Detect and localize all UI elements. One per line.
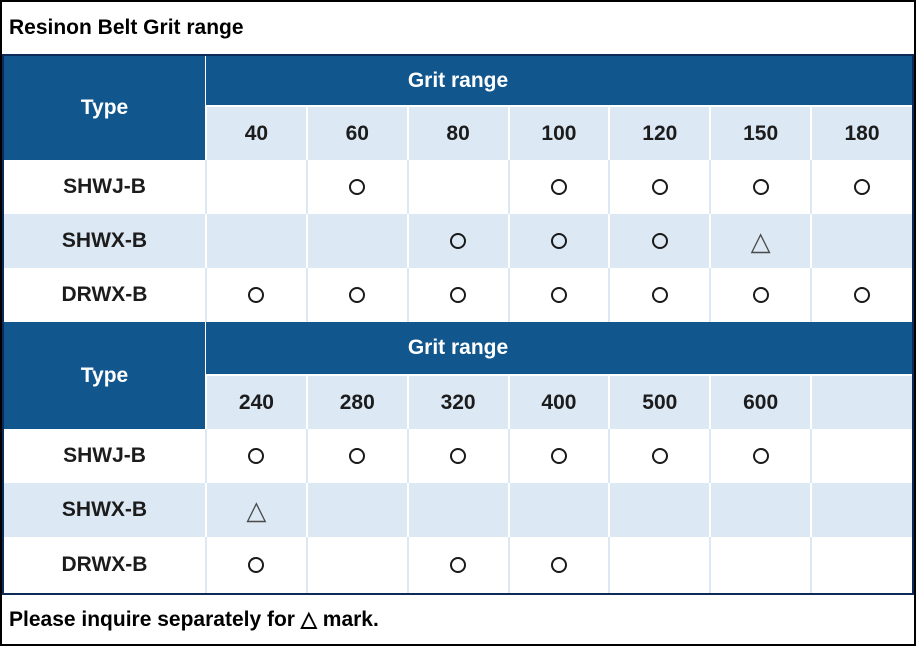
mark-cell: ○ [305,160,408,214]
mark-cell: △ [709,214,812,268]
table-row: SHWX-B △ [4,483,912,537]
footer-note: Please inquire separately for △ mark. [9,608,379,631]
mark-cell [608,483,711,537]
grit-range-header: Grit range [206,56,912,106]
mark-cell: ○ [205,429,307,483]
mark-cell: ○ [305,429,408,483]
row-label: DRWX-B [61,553,148,576]
mark-cell [709,483,812,537]
mark-cell: ○ [406,537,509,593]
row-label: SHWJ-B [63,175,146,198]
mark-cell: ○ [608,268,711,322]
table-row: SHWX-B ○ ○ ○ △ [4,214,912,268]
mark-cell: ○ [406,214,509,268]
table-row: DRWX-B ○ ○ ○ ○ ○ ○ ○ [4,268,912,322]
mark-cell: ○ [507,268,610,322]
grit-column-header: 280 [305,374,408,429]
row-label: SHWX-B [61,229,148,252]
grit-column-header: 180 [810,105,912,160]
grit-column-header: 500 [608,374,711,429]
type-header: Type [4,322,206,429]
row-label: SHWX-B [61,498,148,521]
grit-column-header: 120 [608,105,711,160]
table-row: SHWJ-B ○ ○ ○ ○ ○ [4,160,912,214]
mark-cell: △ [205,483,307,537]
grit-range-header: Grit range [206,322,912,375]
page-title: Resinon Belt Grit range [9,16,244,39]
mark-cell: ○ [205,268,307,322]
type-header: Type [4,56,206,160]
grit-column-header: 150 [709,105,812,160]
grit-column-header: 600 [709,374,812,429]
mark-cell: ○ [810,160,912,214]
mark-cell: ○ [205,537,307,593]
mark-cell [810,537,912,593]
mark-cell [305,537,408,593]
row-label: SHWJ-B [63,444,146,467]
grit-column-header: 60 [305,105,408,160]
table-row: DRWX-B ○ ○ ○ [4,537,912,593]
tables-wrap: Type Grit range 40 60 80 100 120 150 180… [2,54,914,595]
mark-cell: ○ [507,537,610,593]
mark-cell: ○ [507,160,610,214]
mark-cell [709,537,812,593]
mark-cell [406,483,509,537]
grit-table-2: Type Grit range 240 280 320 400 500 600 … [4,322,912,593]
mark-cell [305,214,408,268]
mark-cell [305,483,408,537]
mark-cell [810,429,912,483]
mark-cell: ○ [406,429,509,483]
mark-cell [507,483,610,537]
mark-cell: ○ [507,214,610,268]
grit-column-header-empty [810,374,912,429]
mark-cell [205,214,307,268]
grit-column-header: 40 [205,105,307,160]
mark-cell: ○ [810,268,912,322]
mark-cell: ○ [608,214,711,268]
mark-cell: ○ [709,429,812,483]
mark-cell: ○ [305,268,408,322]
grit-column-header: 100 [507,105,610,160]
mark-cell: ○ [406,268,509,322]
mark-cell [205,160,307,214]
mark-cell [406,160,509,214]
grit-column-header: 400 [507,374,610,429]
grit-column-header: 80 [406,105,509,160]
mark-cell: ○ [709,268,812,322]
mark-cell [810,214,912,268]
grit-column-header: 320 [406,374,509,429]
grit-column-header: 240 [205,374,307,429]
mark-cell: ○ [709,160,812,214]
row-label: DRWX-B [61,283,148,306]
mark-cell [608,537,711,593]
mark-cell: ○ [608,429,711,483]
mark-cell: ○ [507,429,610,483]
mark-cell: ○ [608,160,711,214]
mark-cell [810,483,912,537]
grit-table-1: Type Grit range 40 60 80 100 120 150 180… [4,56,912,322]
table-row: SHWJ-B ○ ○ ○ ○ ○ ○ [4,429,912,483]
